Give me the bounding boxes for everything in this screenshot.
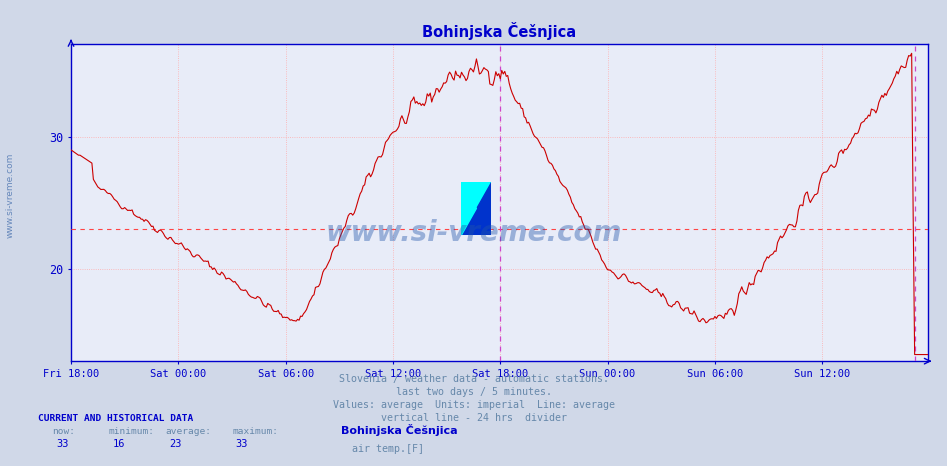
Text: now:: now: (52, 427, 75, 436)
Text: maximum:: maximum: (232, 427, 278, 436)
Text: www.si-vreme.com: www.si-vreme.com (325, 219, 622, 247)
Text: CURRENT AND HISTORICAL DATA: CURRENT AND HISTORICAL DATA (38, 414, 193, 423)
Text: vertical line - 24 hrs  divider: vertical line - 24 hrs divider (381, 413, 566, 423)
Text: 33: 33 (56, 439, 68, 449)
Text: 33: 33 (236, 439, 248, 449)
Text: air temp.[F]: air temp.[F] (352, 444, 424, 454)
Text: Slovenia / weather data - automatic stations.: Slovenia / weather data - automatic stat… (338, 374, 609, 384)
Polygon shape (461, 182, 476, 235)
Text: www.si-vreme.com: www.si-vreme.com (6, 153, 15, 239)
Text: 23: 23 (170, 439, 182, 449)
Text: Values: average  Units: imperial  Line: average: Values: average Units: imperial Line: av… (332, 400, 615, 410)
Polygon shape (461, 182, 491, 235)
Polygon shape (461, 182, 491, 235)
Text: minimum:: minimum: (109, 427, 155, 436)
Text: last two days / 5 minutes.: last two days / 5 minutes. (396, 387, 551, 397)
Polygon shape (461, 182, 491, 235)
Text: 16: 16 (113, 439, 125, 449)
Text: average:: average: (166, 427, 212, 436)
Text: Bohinjska Češnjica: Bohinjska Češnjica (341, 425, 457, 436)
Title: Bohinjska Češnjica: Bohinjska Češnjica (422, 22, 577, 41)
